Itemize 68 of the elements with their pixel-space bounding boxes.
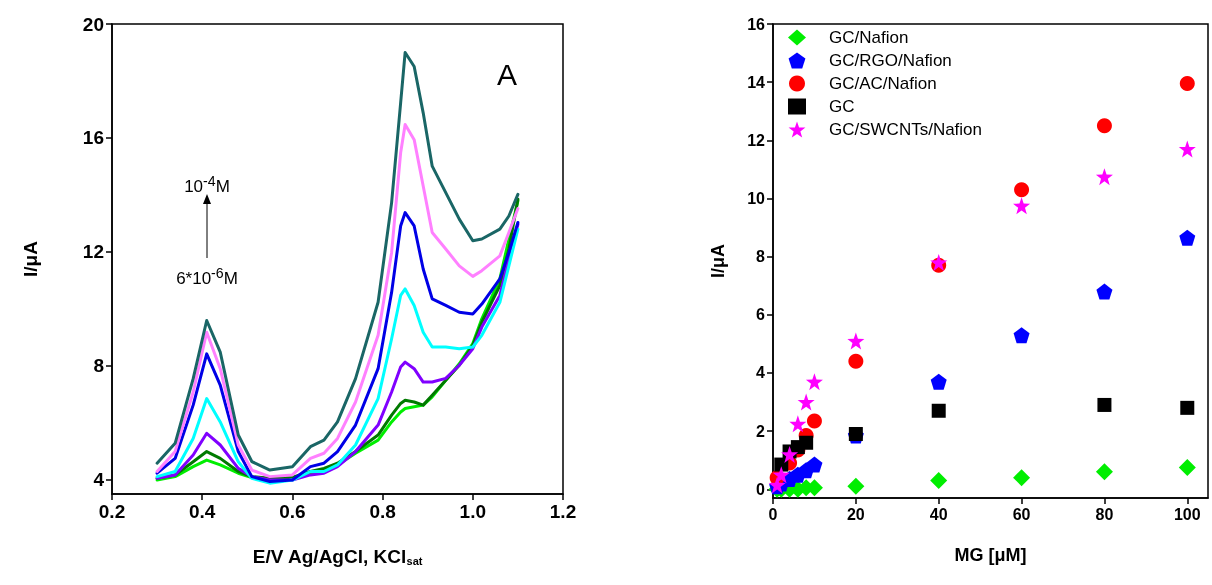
point xyxy=(772,466,790,484)
point xyxy=(799,435,814,450)
x-tick-label: 0.4 xyxy=(188,501,216,522)
y-tick-label: 6 xyxy=(756,306,766,324)
point xyxy=(805,373,823,391)
x-tick-label: 80 xyxy=(1095,505,1114,523)
x-tick-label: 40 xyxy=(929,505,948,523)
point xyxy=(789,415,807,433)
point xyxy=(1097,397,1112,412)
point xyxy=(1179,229,1196,246)
y-axis-title: I/μA xyxy=(708,243,728,279)
point xyxy=(1096,283,1113,300)
point xyxy=(797,393,815,411)
point xyxy=(930,472,948,490)
x-tick-label: 1.0 xyxy=(459,501,487,522)
y-tick-label: 14 xyxy=(747,73,766,91)
y-tick-label: 8 xyxy=(93,355,104,377)
legend-label: GC/SWCNTs/Nafion xyxy=(829,120,983,139)
annotation: 6*10$^{-6}$M xyxy=(176,264,238,290)
point xyxy=(847,332,865,350)
legend-label: GC/RGO/Nafion xyxy=(829,51,952,70)
point xyxy=(848,353,864,369)
point xyxy=(930,373,947,390)
point xyxy=(1014,182,1030,198)
y-tick-label: 4 xyxy=(93,469,105,491)
legend-label: GC xyxy=(829,97,855,116)
legend-label: GC/AC/Nafion xyxy=(829,74,937,93)
point xyxy=(931,403,946,418)
y-tick-label: 8 xyxy=(756,248,766,266)
y-axis-title: I/μA xyxy=(20,240,41,277)
y-tick-label: 12 xyxy=(82,241,104,263)
legend-label: GC/Nafion xyxy=(829,28,909,47)
x-tick-label: 20 xyxy=(846,505,865,523)
y-tick-label: 16 xyxy=(747,15,766,33)
point xyxy=(930,253,948,271)
point xyxy=(781,445,799,463)
point xyxy=(1013,327,1030,344)
annotation: A xyxy=(496,58,518,92)
point xyxy=(806,413,822,429)
point xyxy=(1095,463,1113,481)
x-tick-label: 60 xyxy=(1012,505,1031,523)
line-series xyxy=(155,50,520,472)
point xyxy=(1096,118,1112,134)
x-tick-label: 1.2 xyxy=(549,501,577,522)
y-tick-label: 4 xyxy=(756,364,766,382)
y-tick-label: 2 xyxy=(756,422,766,440)
point xyxy=(1180,400,1195,415)
line-series xyxy=(155,123,520,479)
point xyxy=(1179,76,1195,92)
point xyxy=(1013,469,1031,487)
x-tick-label: 0.8 xyxy=(369,501,396,522)
x-tick-label: 0 xyxy=(768,505,778,523)
point xyxy=(1013,197,1031,215)
y-tick-label: 20 xyxy=(82,13,104,35)
y-tick-label: 16 xyxy=(82,127,104,149)
point xyxy=(1178,458,1196,476)
y-tick-label: 12 xyxy=(747,131,766,149)
y-tick-label: 0 xyxy=(756,480,766,498)
annotation: 10$^{-4}$M xyxy=(184,172,230,198)
y-tick-label: 10 xyxy=(747,189,766,207)
point xyxy=(847,477,865,495)
x-tick-label: 0.2 xyxy=(98,501,126,522)
x-axis-title: MG [μM] xyxy=(954,545,1027,565)
point xyxy=(1095,168,1113,186)
x-tick-label: 0.6 xyxy=(279,501,306,522)
point xyxy=(806,456,823,473)
x-tick-label: 100 xyxy=(1173,505,1201,523)
point xyxy=(1178,140,1196,158)
